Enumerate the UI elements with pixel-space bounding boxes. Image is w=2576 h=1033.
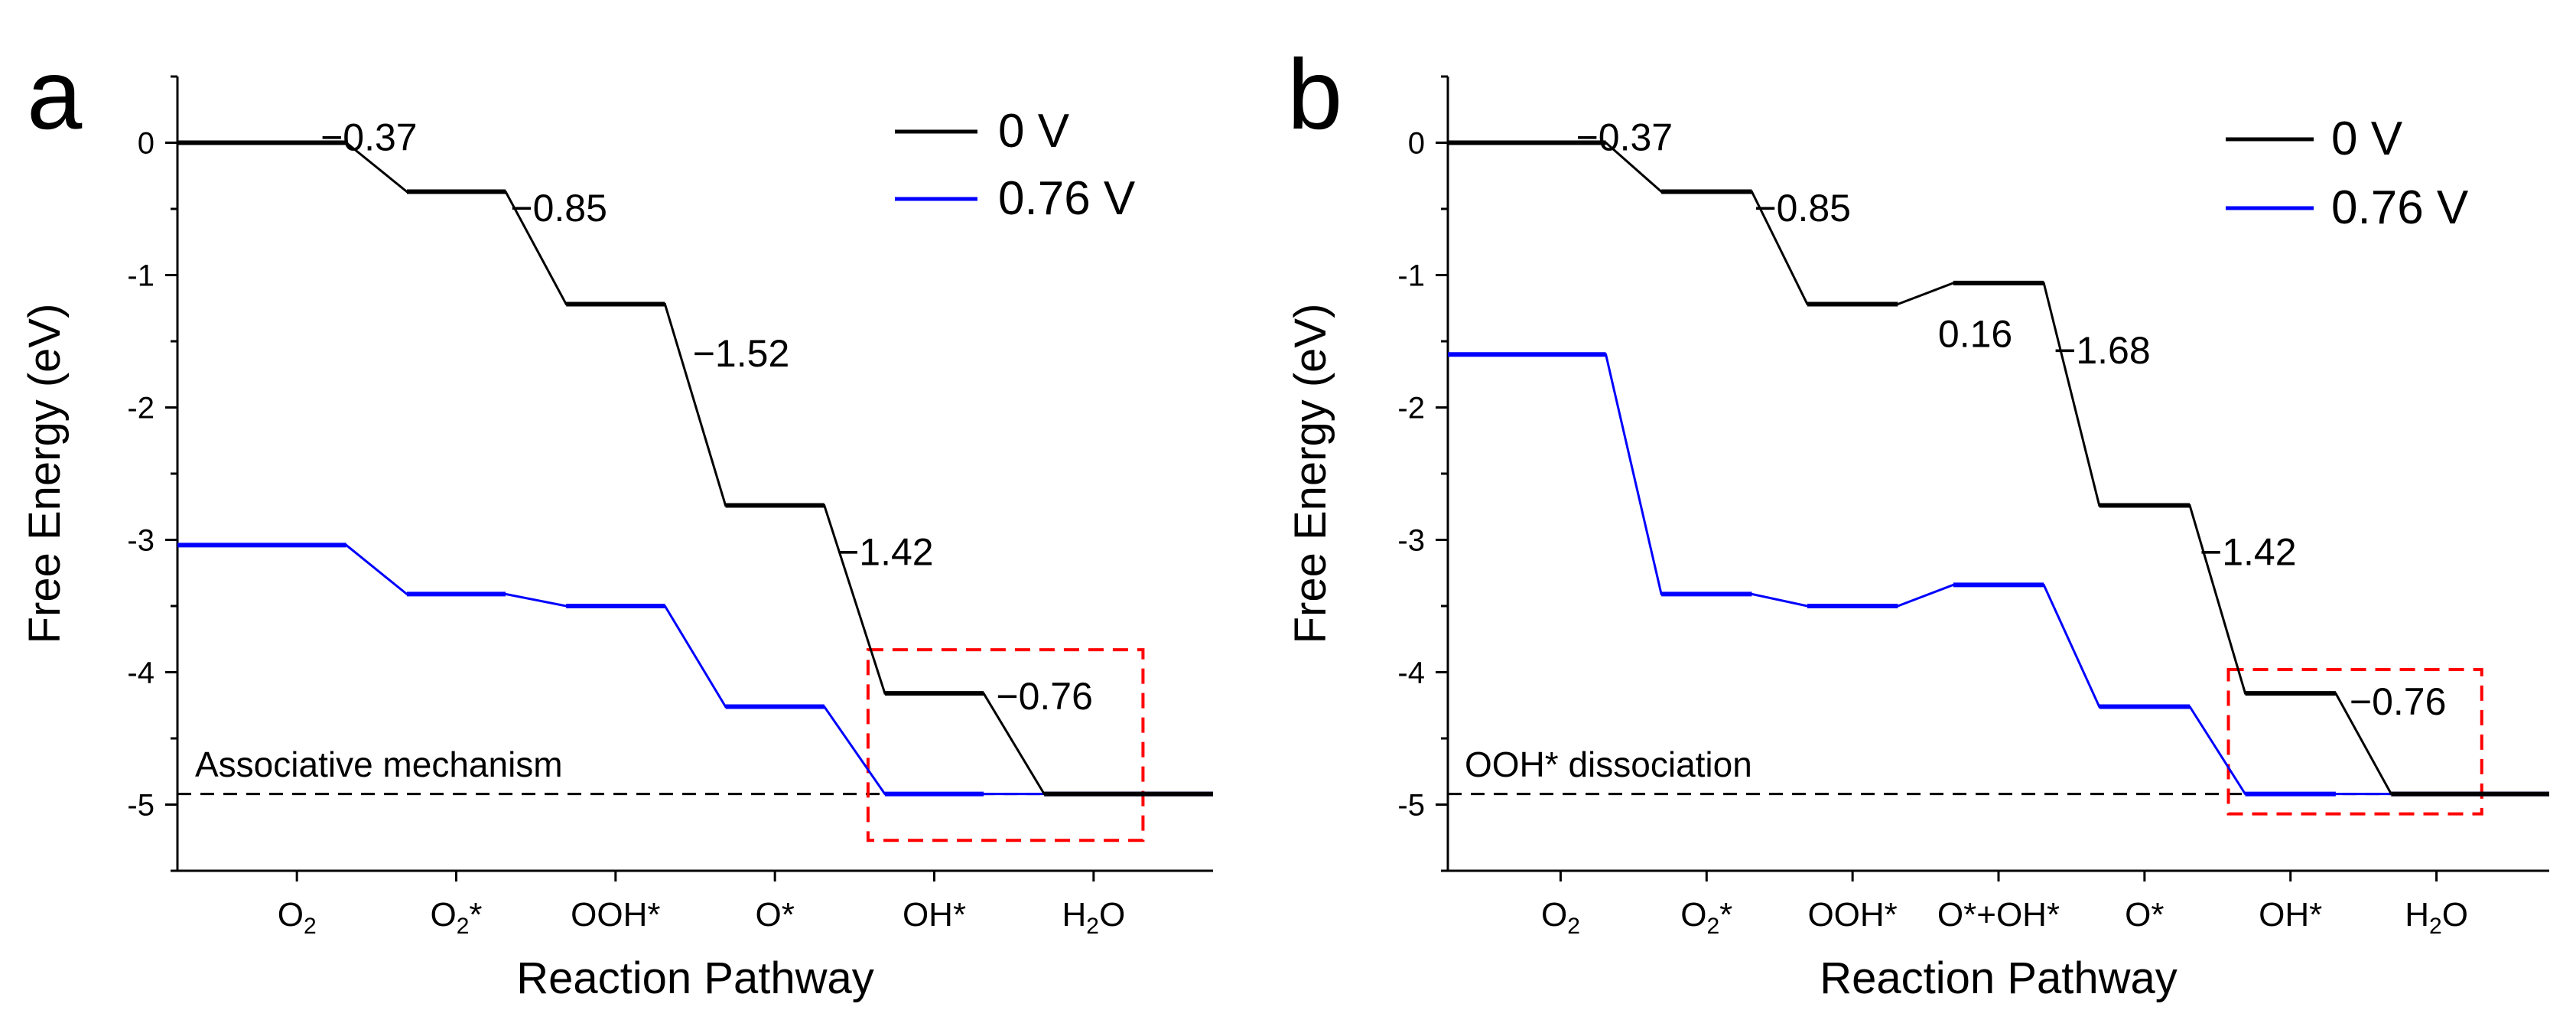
y-tick-label: -2 bbox=[127, 392, 154, 425]
panel-a: a 0 -1 -2 -3 -4 -5 O2 O2* OOH* O* OH* H2O Reaction Pa… bbox=[20, 38, 1213, 1003]
step-energy-label: −0.76 bbox=[996, 675, 1093, 718]
y-tick-label: -5 bbox=[127, 789, 154, 823]
step-energy-label: −0.85 bbox=[1754, 187, 1851, 230]
x-axis-title: Reaction Pathway bbox=[1820, 953, 2177, 1003]
step-energy-label: −0.37 bbox=[1576, 116, 1673, 159]
x-tick-label: H2O bbox=[1062, 896, 1125, 939]
step-energy-label: −1.42 bbox=[2200, 530, 2297, 573]
y-tick-label: -1 bbox=[127, 259, 154, 293]
x-tick-label: O2 bbox=[278, 896, 317, 939]
legend-label: 0 V bbox=[2331, 112, 2403, 165]
step-energy-label: 0.16 bbox=[1938, 313, 2012, 356]
mechanism-annotation: Associative mechanism bbox=[195, 745, 563, 784]
highlight-box bbox=[866, 648, 1145, 842]
x-tick-label: O2 bbox=[1541, 896, 1580, 939]
x-tick-label: O2* bbox=[430, 896, 482, 939]
series-line-0Vv bbox=[177, 142, 1213, 796]
y-tick-label: -3 bbox=[127, 524, 154, 558]
x-tick-label: O* bbox=[2125, 896, 2164, 934]
x-tick-label: OH* bbox=[903, 896, 966, 934]
step-energy-label: −1.52 bbox=[693, 332, 790, 375]
y-axis-title: Free Energy (eV) bbox=[1286, 304, 1335, 644]
legend-label: 0 V bbox=[998, 105, 1070, 158]
x-tick-label: O* bbox=[755, 896, 794, 934]
mechanism-annotation: OOH* dissociation bbox=[1465, 745, 1752, 784]
y-tick-label: 0 bbox=[138, 127, 154, 161]
legend-label: 0.76 V bbox=[998, 172, 1136, 225]
y-tick-label: 0 bbox=[1408, 127, 1425, 161]
y-tick-label: -4 bbox=[1397, 657, 1425, 690]
legend-label: 0.76 V bbox=[2331, 181, 2469, 234]
step-energy-label: −1.42 bbox=[837, 530, 934, 573]
x-tick-label: O2* bbox=[1680, 896, 1732, 939]
step-energy-label: −1.68 bbox=[2054, 329, 2151, 372]
x-tick-label: H2O bbox=[2405, 896, 2468, 939]
series-line-076Vv bbox=[177, 543, 1213, 796]
y-axis-title: Free Energy (eV) bbox=[20, 304, 70, 644]
y-tick-label: -3 bbox=[1397, 524, 1425, 558]
x-tick-label: OH* bbox=[2259, 896, 2322, 934]
x-tick-label: OOH* bbox=[571, 896, 660, 934]
y-tick-label: -4 bbox=[127, 657, 154, 690]
highlight-box bbox=[2226, 668, 2483, 816]
series-line-076Vv bbox=[1448, 353, 2549, 796]
step-energy-label: −0.37 bbox=[320, 116, 418, 159]
y-tick-label: -5 bbox=[1397, 789, 1425, 823]
y-tick-label: -1 bbox=[1397, 259, 1425, 293]
panel-letter: b bbox=[1287, 38, 1342, 150]
x-tick-label: O*+OH* bbox=[1937, 896, 2060, 934]
x-tick-label: OOH* bbox=[1807, 896, 1897, 934]
panel-b: b 0 -1 -2 -3 -4 -5 O2 O2* OOH* O*+OH* O* OH* H2O React… bbox=[1286, 38, 2549, 1003]
x-axis-title: Reaction Pathway bbox=[516, 953, 873, 1003]
y-tick-label: -2 bbox=[1397, 392, 1425, 425]
panel-letter: a bbox=[27, 38, 83, 150]
step-energy-label: −0.85 bbox=[510, 187, 607, 230]
step-energy-label: −0.76 bbox=[2350, 680, 2447, 723]
